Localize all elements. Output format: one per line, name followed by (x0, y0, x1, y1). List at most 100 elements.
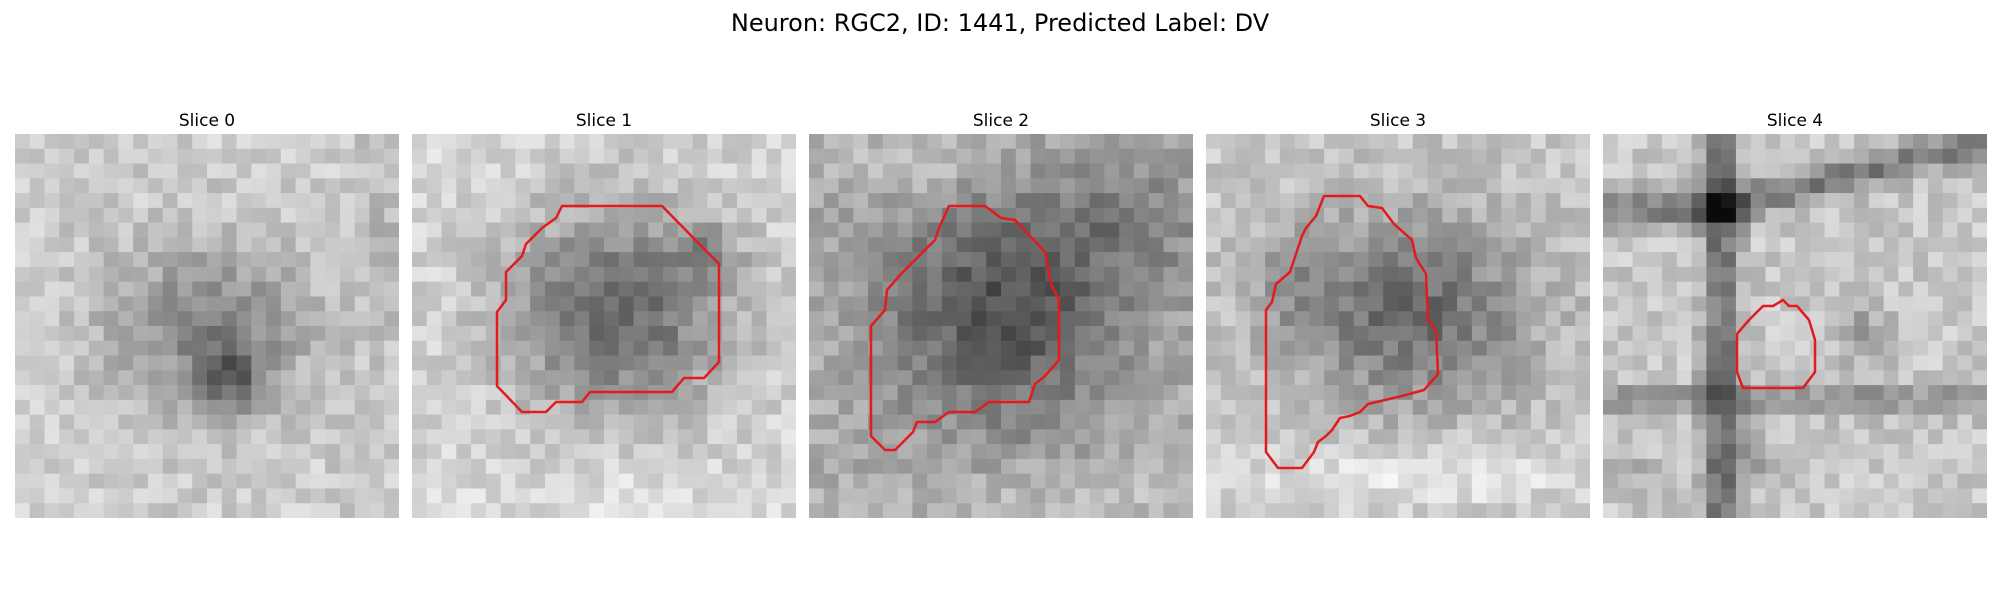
pixel (88, 444, 105, 460)
pixel (1957, 458, 1973, 475)
pixel (618, 326, 635, 342)
pixel (1427, 473, 1443, 490)
pixel (912, 178, 928, 194)
pixel (1676, 148, 1693, 165)
pixel (574, 444, 590, 460)
pixel (677, 326, 694, 342)
pixel (1383, 311, 1399, 327)
pixel (1442, 252, 1458, 268)
pixel (88, 370, 105, 386)
pixel (574, 473, 590, 490)
pixel (868, 237, 884, 253)
pixel (912, 385, 928, 401)
pixel (604, 207, 620, 224)
pixel (1501, 266, 1517, 283)
pixel (1750, 163, 1767, 179)
pixel (133, 134, 149, 150)
pixel (1089, 163, 1105, 179)
pixel (1309, 458, 1325, 475)
pixel (515, 355, 531, 371)
pixel (1486, 252, 1502, 268)
pixel (1074, 429, 1091, 445)
pixel (1383, 148, 1399, 165)
pixel (1178, 326, 1193, 342)
pixel (1824, 252, 1840, 268)
pixel (1780, 311, 1796, 327)
pixel (1898, 503, 1914, 518)
pixel (221, 429, 238, 445)
pixel (781, 193, 796, 209)
pixel (118, 473, 134, 490)
pixel (1632, 222, 1648, 238)
pixel (1706, 458, 1722, 475)
pixel (1501, 252, 1517, 268)
pixel (1457, 207, 1473, 224)
pixel (559, 296, 576, 312)
pixel (1662, 222, 1678, 238)
pixel (295, 473, 311, 490)
pixel (15, 488, 31, 504)
pixel (1398, 429, 1414, 445)
pixel (823, 163, 840, 179)
pixel (384, 252, 399, 268)
pixel (530, 473, 546, 490)
pixel (221, 444, 238, 460)
pixel (15, 252, 31, 268)
pixel (838, 266, 854, 283)
pixel (236, 237, 252, 253)
pixel (1957, 340, 1973, 357)
pixel (663, 193, 679, 209)
pixel (853, 134, 869, 150)
pixel (1913, 444, 1929, 460)
pixel (1617, 266, 1634, 283)
pixel (692, 340, 708, 357)
pixel (44, 134, 60, 150)
pixel (1560, 266, 1576, 283)
pixel (544, 178, 561, 194)
pixel (1545, 163, 1562, 179)
pixel (1927, 355, 1944, 371)
pixel (15, 340, 31, 357)
pixel (766, 370, 782, 386)
pixel (648, 429, 664, 445)
pixel (1854, 237, 1870, 253)
pixel (1662, 326, 1678, 342)
pixel (515, 340, 531, 357)
pixel (809, 207, 825, 224)
pixel (441, 488, 457, 504)
pixel (221, 488, 238, 504)
pixel (426, 134, 443, 150)
pixel (280, 370, 297, 386)
pixel (426, 148, 443, 165)
pixel (1368, 134, 1384, 150)
pixel (1178, 473, 1193, 490)
pixel (325, 370, 341, 386)
pixel (1457, 163, 1473, 179)
pixel (736, 178, 753, 194)
pixel (692, 311, 708, 327)
pixel (1178, 444, 1193, 460)
pixel (1632, 444, 1648, 460)
pixel (1412, 444, 1429, 460)
pixel (133, 355, 149, 371)
pixel (853, 503, 869, 518)
pixel (310, 488, 326, 504)
pixel (1220, 178, 1237, 194)
pixel (1119, 429, 1135, 445)
pixel (1706, 207, 1722, 224)
pixel (207, 163, 223, 179)
pixel (1883, 311, 1899, 327)
pixel (1750, 414, 1767, 430)
pixel (751, 296, 768, 312)
pixel (1617, 281, 1634, 298)
pixel (766, 503, 782, 518)
pixel (1148, 458, 1165, 475)
pixel (207, 193, 223, 209)
pixel (500, 458, 516, 475)
pixel (1795, 503, 1811, 518)
pixel (1163, 237, 1179, 253)
pixel (15, 222, 31, 238)
pixel (500, 266, 516, 283)
pixel (823, 473, 840, 490)
pixel (1060, 488, 1076, 504)
